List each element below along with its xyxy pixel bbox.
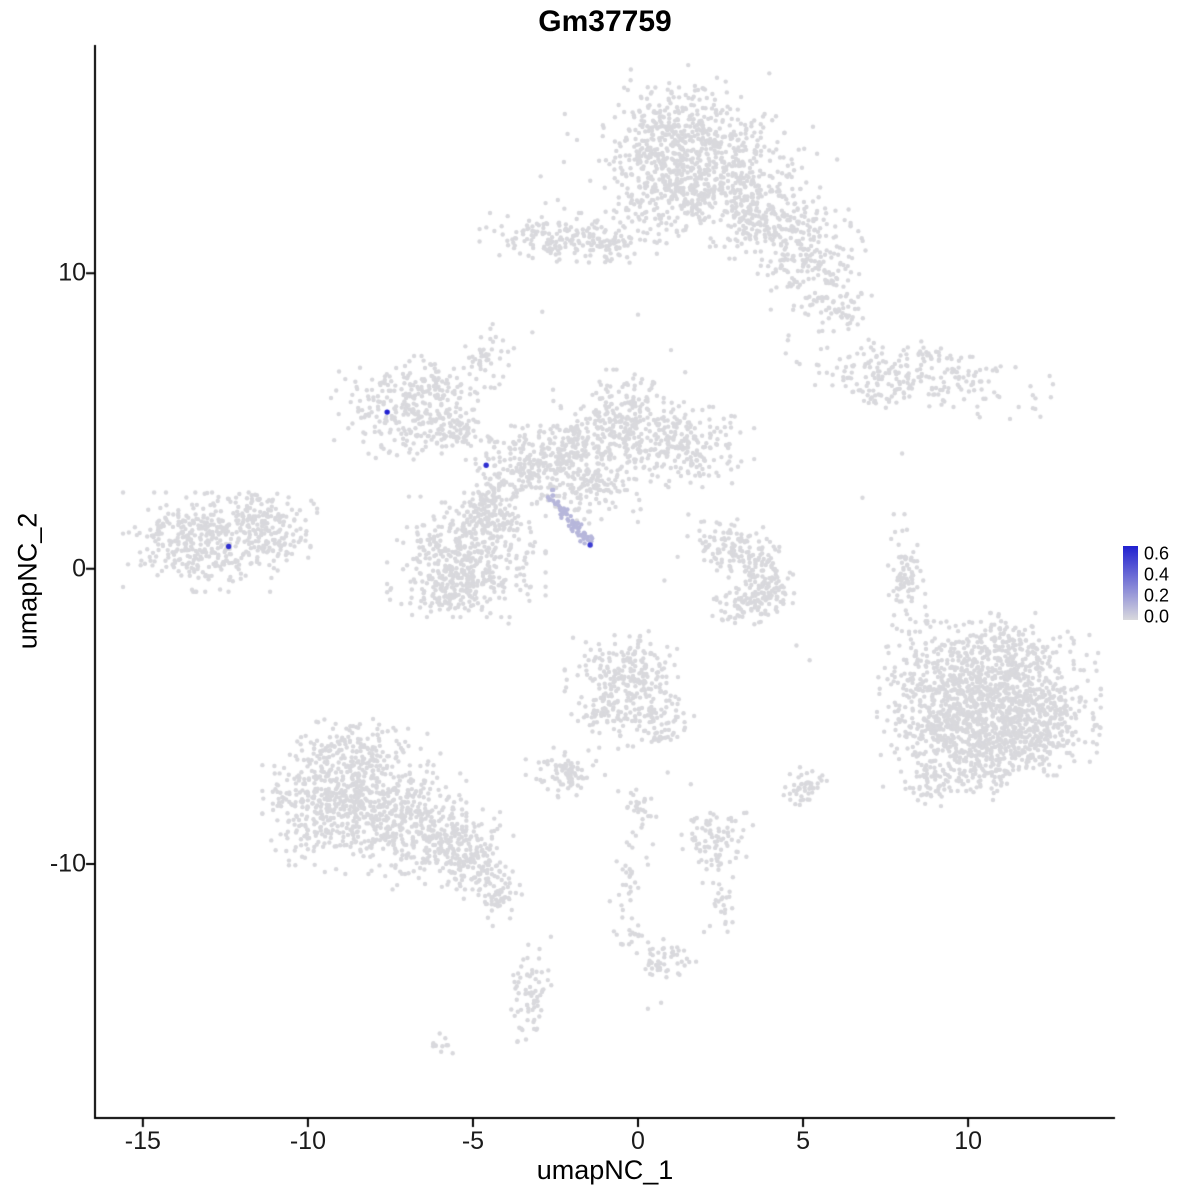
- legend-gradient-bar: [1123, 546, 1138, 620]
- x-axis-label: umapNC_1: [536, 1155, 674, 1185]
- y-tick-label: 10: [58, 258, 86, 287]
- x-tick-label: -10: [289, 1127, 326, 1155]
- x-tick-label: -15: [124, 1127, 161, 1155]
- legend-tick-label: 0.6: [1144, 543, 1170, 564]
- legend-tick-label: 0.0: [1144, 606, 1170, 627]
- x-tick-label: -5: [461, 1127, 485, 1155]
- y-tick-label: 0: [72, 554, 86, 583]
- x-tick-label: 10: [954, 1127, 982, 1155]
- legend-tick-label: 0.4: [1144, 564, 1170, 585]
- x-tick-label: 0: [631, 1127, 645, 1155]
- x-tick-label: 5: [796, 1127, 810, 1155]
- plot-title: Gm37759: [538, 5, 672, 38]
- y-tick-label: -10: [49, 849, 86, 878]
- legend-tick-label: 0.2: [1144, 585, 1170, 606]
- y-axis-label: umapNC_2: [12, 512, 43, 650]
